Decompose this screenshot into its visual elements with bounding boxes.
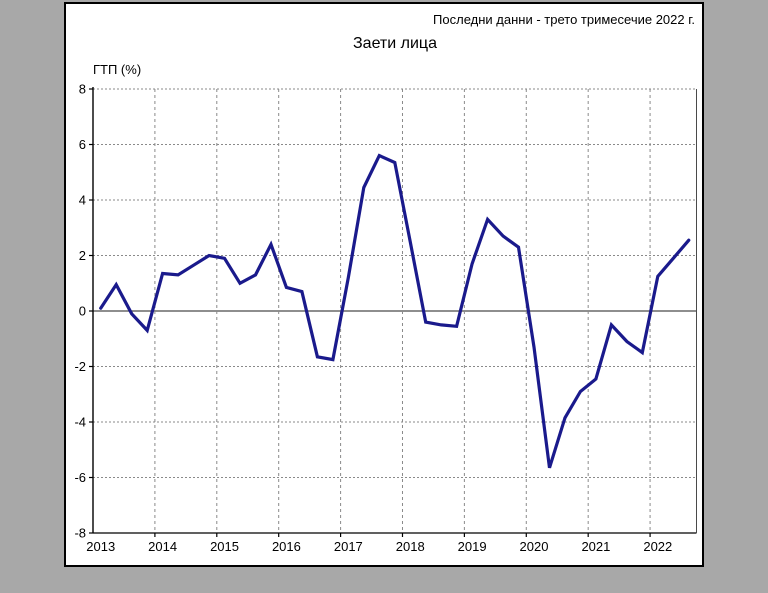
y-tick-label: 2 bbox=[79, 248, 86, 263]
x-tick-label: 2017 bbox=[334, 539, 363, 554]
y-tick-label: -2 bbox=[74, 359, 86, 374]
y-tick-label: -4 bbox=[74, 415, 86, 430]
data-series-line bbox=[99, 153, 691, 469]
x-tick-label: 2014 bbox=[148, 539, 177, 554]
x-tick-label: 2016 bbox=[272, 539, 301, 554]
x-tick-label: 2020 bbox=[520, 539, 549, 554]
chart-panel: 8 6 4 2 0 -2 -4 -6 -8 2013 2014 2015 2016 2017 2018 201… bbox=[64, 2, 704, 567]
chart-title: Заети лица bbox=[353, 35, 437, 52]
y-tick-label: -8 bbox=[74, 526, 86, 541]
y-axis-unit-label: ГТП (%) bbox=[93, 62, 142, 77]
x-tick-label: 2021 bbox=[581, 539, 610, 554]
y-tick-label: 0 bbox=[79, 304, 86, 319]
x-tick-label: 2015 bbox=[210, 539, 239, 554]
x-tick-label: 2013 bbox=[86, 539, 115, 554]
x-tick-label: 2018 bbox=[396, 539, 425, 554]
y-tick-label: 4 bbox=[79, 193, 86, 208]
x-tick-label: 2019 bbox=[458, 539, 487, 554]
header-note: Последни данни - трето тримесечие 2022 г… bbox=[433, 12, 695, 27]
x-tick-label: 2022 bbox=[643, 539, 672, 554]
y-tick-label: -6 bbox=[74, 470, 86, 485]
y-tick-label: 6 bbox=[79, 137, 86, 152]
y-tick-label: 8 bbox=[79, 82, 86, 97]
